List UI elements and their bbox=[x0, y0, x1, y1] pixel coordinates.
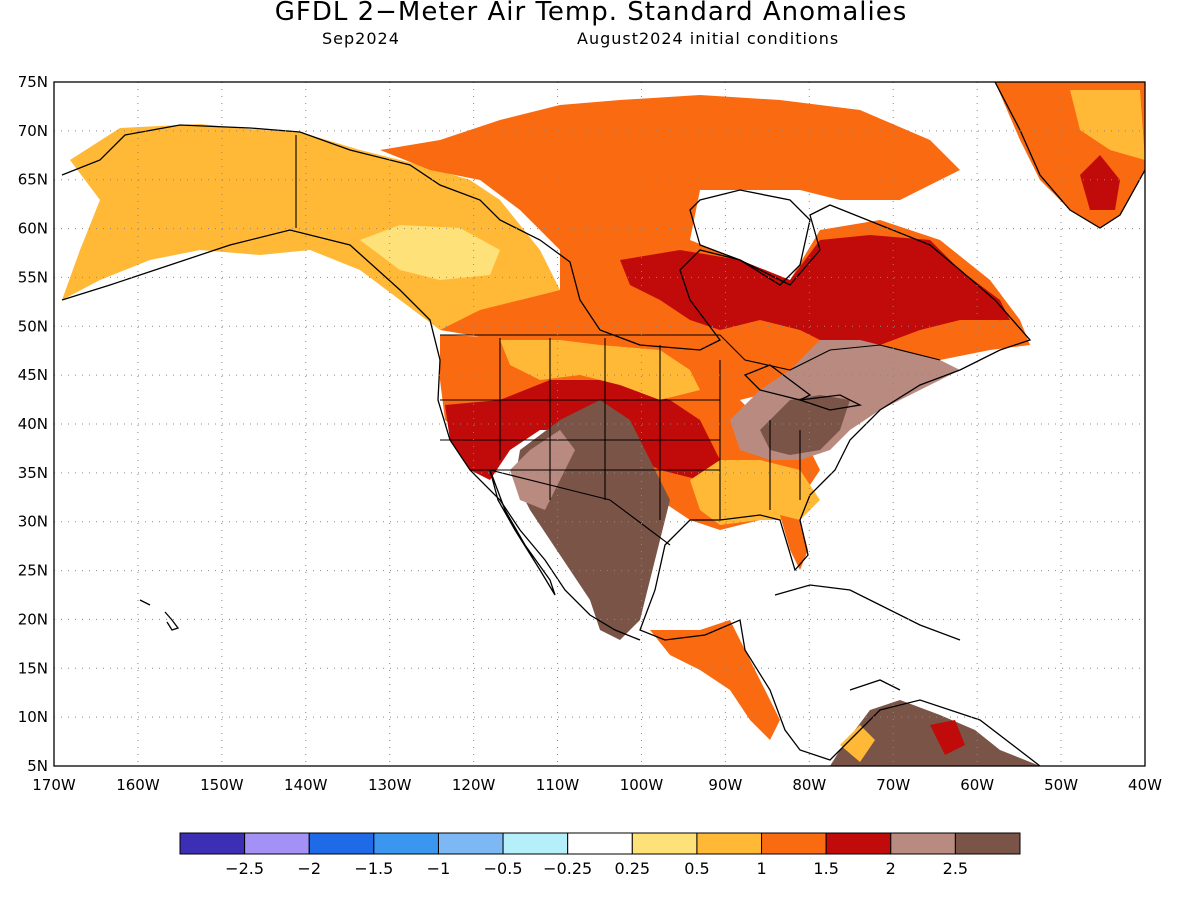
legend-swatch bbox=[890, 832, 956, 855]
legend-swatch bbox=[696, 832, 763, 855]
legend-label: −1.5 bbox=[354, 859, 393, 878]
lon-tick-label: 130W bbox=[368, 776, 412, 794]
lon-tick-label: 160W bbox=[116, 776, 160, 794]
lat-tick-label: 60N bbox=[18, 220, 48, 238]
lon-tick-label: 70W bbox=[876, 776, 910, 794]
legend-swatch bbox=[308, 832, 375, 855]
legend-swatch bbox=[567, 832, 633, 855]
lon-tick-label: 40W bbox=[1128, 776, 1162, 794]
legend-swatch bbox=[631, 832, 698, 855]
legend-swatch bbox=[761, 832, 827, 855]
lat-tick-label: 5N bbox=[27, 757, 48, 775]
lat-tick-label: 40N bbox=[18, 415, 48, 433]
legend-label: −2 bbox=[297, 859, 321, 878]
legend-label: 1 bbox=[756, 859, 766, 878]
greenland-warm-core bbox=[1070, 90, 1145, 160]
legend-label: 0.5 bbox=[684, 859, 709, 878]
ontario-quebec-hot-region bbox=[620, 235, 1010, 350]
us-state-lines bbox=[440, 338, 801, 520]
us-mexico-border bbox=[489, 469, 671, 546]
lon-tick-label: 90W bbox=[708, 776, 742, 794]
legend-label: −0.5 bbox=[484, 859, 523, 878]
latitude-labels: 75N 70N 65N 60N 55N 50N 45N 40N 35N 30N 25N 20N 15N 1… bbox=[18, 73, 48, 775]
legend-swatch bbox=[437, 832, 504, 855]
lat-tick-label: 50N bbox=[18, 317, 48, 335]
central-america-region bbox=[650, 620, 780, 740]
lat-tick-label: 15N bbox=[18, 659, 48, 677]
appalachian-extreme-region bbox=[760, 395, 850, 455]
lat-tick-label: 45N bbox=[18, 366, 48, 384]
lon-tick-label: 100W bbox=[620, 776, 664, 794]
greenland-coast bbox=[994, 82, 1145, 229]
greenland-hot-core bbox=[1080, 155, 1120, 210]
legend-label: 2 bbox=[886, 859, 896, 878]
legend-label: −2.5 bbox=[225, 859, 264, 878]
lat-tick-label: 25N bbox=[18, 562, 48, 580]
hudson-bay bbox=[689, 189, 811, 286]
initial-conditions-label: August2024 initial conditions bbox=[577, 29, 840, 48]
lat-tick-label: 70N bbox=[18, 122, 48, 140]
legend-label: 1.5 bbox=[813, 859, 838, 878]
lon-tick-label: 150W bbox=[200, 776, 244, 794]
legend-swatch bbox=[244, 832, 310, 855]
cuba-caribbean bbox=[774, 584, 961, 691]
lat-tick-label: 10N bbox=[18, 708, 48, 726]
longitude-labels: 170W 160W 150W 140W 130W 120W 110W 100W 90W 80W 70… bbox=[32, 776, 1162, 794]
south-america-warm-edge bbox=[840, 725, 875, 762]
legend-swatch bbox=[502, 832, 569, 855]
lon-tick-label: 140W bbox=[284, 776, 328, 794]
map-title: GFDL 2−Meter Air Temp. Standard Anomalie… bbox=[274, 0, 908, 27]
lat-tick-label: 65N bbox=[18, 171, 48, 189]
lat-tick-label: 20N bbox=[18, 610, 48, 628]
anomaly-fields bbox=[62, 82, 1145, 766]
baja-california bbox=[489, 469, 556, 596]
legend-swatch bbox=[954, 832, 1021, 855]
legend-label: −1 bbox=[427, 859, 451, 878]
south-america-hot-spots bbox=[930, 720, 965, 755]
lon-tick-label: 80W bbox=[792, 776, 826, 794]
north-america-coastline bbox=[61, 124, 1041, 766]
florida-region bbox=[780, 515, 808, 570]
legend-swatch bbox=[825, 832, 892, 855]
legend-label: −0.25 bbox=[543, 859, 592, 878]
lat-tick-label: 35N bbox=[18, 464, 48, 482]
legend-swatch bbox=[373, 832, 439, 855]
legend-label: 0.25 bbox=[614, 859, 650, 878]
hawaii-islands bbox=[139, 599, 180, 631]
valid-month-label: Sep2024 bbox=[322, 29, 400, 48]
lon-tick-label: 110W bbox=[536, 776, 580, 794]
lat-tick-label: 55N bbox=[18, 268, 48, 286]
us-canada-border bbox=[440, 334, 941, 371]
southeast-region bbox=[690, 460, 820, 525]
lon-tick-label: 170W bbox=[32, 776, 76, 794]
coastlines bbox=[61, 82, 1145, 766]
political-boundaries bbox=[295, 135, 941, 546]
great-lakes bbox=[743, 364, 863, 411]
legend-label: 2.5 bbox=[943, 859, 968, 878]
lon-tick-label: 120W bbox=[452, 776, 496, 794]
lon-tick-label: 50W bbox=[1044, 776, 1078, 794]
west-coastline bbox=[61, 229, 641, 641]
lon-tick-label: 60W bbox=[960, 776, 994, 794]
color-legend: −2.5 −2 −1.5 −1 −0.5 −0.25 0.25 0.5 1 1.5 2 2.5 bbox=[179, 832, 1021, 878]
lat-tick-label: 30N bbox=[18, 513, 48, 531]
yukon-light-region bbox=[360, 225, 500, 280]
legend-swatch bbox=[179, 832, 246, 855]
lat-tick-label: 75N bbox=[18, 73, 48, 91]
map-frame bbox=[53, 81, 1146, 767]
